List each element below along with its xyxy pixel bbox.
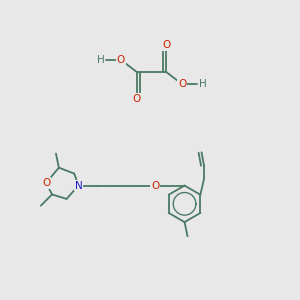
Text: H: H <box>97 55 104 64</box>
Text: O: O <box>42 178 50 188</box>
Text: H: H <box>199 79 206 89</box>
Text: O: O <box>116 55 125 64</box>
Text: O: O <box>133 94 141 104</box>
Text: O: O <box>162 40 170 50</box>
Text: O: O <box>178 79 187 89</box>
Text: O: O <box>151 181 159 190</box>
Text: N: N <box>75 181 83 190</box>
